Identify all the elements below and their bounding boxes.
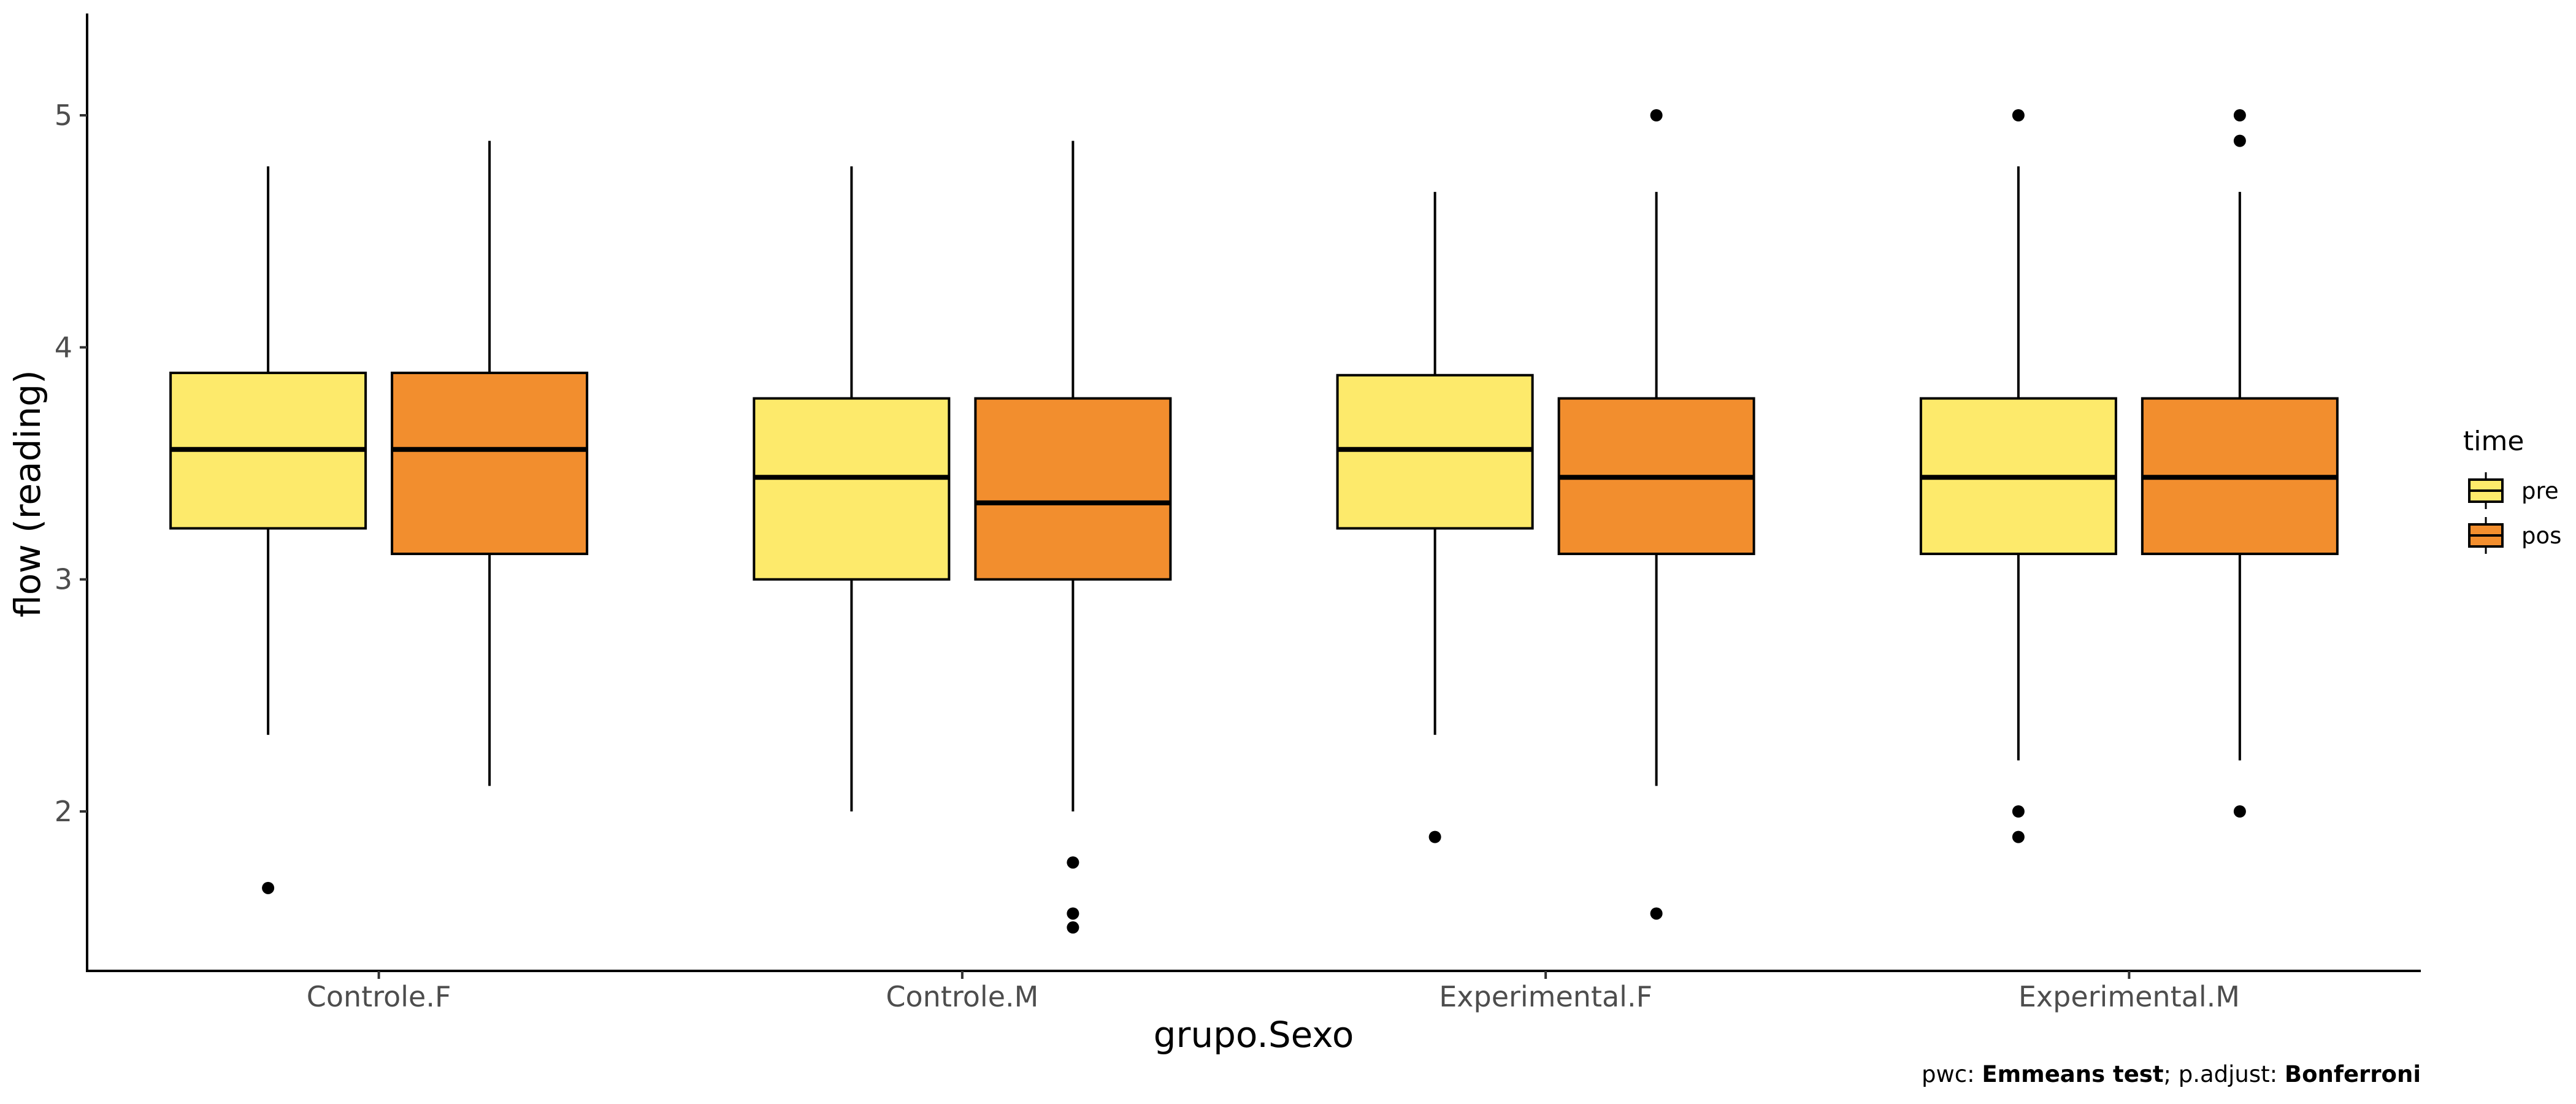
caption-middle: ; p.adjust: xyxy=(2163,1061,2285,1087)
outlier-point xyxy=(2012,805,2025,818)
y-tick-label: 3 xyxy=(55,563,72,596)
outlier-point xyxy=(1067,907,1079,920)
y-tick-label: 2 xyxy=(55,795,72,828)
y-tick-label: 4 xyxy=(55,331,72,364)
outlier-point xyxy=(1428,830,1441,843)
outlier-point xyxy=(1650,109,1663,121)
legend-item-pos: pos xyxy=(2468,517,2561,554)
x-tick-label: Experimental.F xyxy=(1439,980,1652,1013)
outlier-point xyxy=(1067,921,1079,934)
caption-test: Emmeans test xyxy=(1982,1061,2164,1087)
outlier-point xyxy=(2012,830,2025,843)
legend-label: pre xyxy=(2521,478,2559,504)
plot-marks xyxy=(169,109,2339,934)
box-pre-Experimental.F xyxy=(1336,191,1534,843)
legend-item-pre: pre xyxy=(2468,472,2559,509)
x-axis-title: grupo.Sexo xyxy=(1154,1014,1354,1056)
legend-label: pos xyxy=(2521,523,2561,549)
y-axis-title: flow (reading) xyxy=(7,370,48,617)
caption: pwc: Emmeans test; p.adjust: Bonferroni xyxy=(1922,1061,2421,1087)
box-pre-Experimental.M xyxy=(1919,109,2117,843)
x-tick-label: Controle.M xyxy=(886,980,1038,1013)
box-pos-Controle.F xyxy=(391,140,589,786)
y-tick-label: 5 xyxy=(55,99,72,132)
box-pre-Controle.M xyxy=(753,166,951,811)
legend: time pre pos xyxy=(2463,426,2561,554)
outlier-point xyxy=(2233,134,2246,147)
outlier-point xyxy=(2233,109,2246,121)
box-pos-Experimental.F xyxy=(1557,109,1755,920)
box-pos-Experimental.M xyxy=(2141,109,2339,818)
legend-items: pre pos xyxy=(2468,472,2561,554)
box-iqr xyxy=(391,371,589,556)
caption-method: Bonferroni xyxy=(2284,1061,2421,1087)
caption-prefix: pwc: xyxy=(1922,1061,1982,1087)
axis-ticks: 2 3 4 5 Controle.F Controle.M Experimental.F Ex… xyxy=(55,99,2240,1013)
legend-title: time xyxy=(2463,426,2524,457)
box-iqr xyxy=(974,397,1172,581)
box-iqr xyxy=(753,397,951,581)
outlier-point xyxy=(262,881,275,894)
outlier-point xyxy=(1067,856,1079,869)
x-tick-label: Experimental.M xyxy=(2018,980,2240,1013)
x-tick-label: Controle.F xyxy=(307,980,451,1013)
outlier-point xyxy=(2012,109,2025,121)
box-pos-Controle.M xyxy=(974,140,1172,934)
outlier-point xyxy=(2233,805,2246,818)
outlier-point xyxy=(1650,907,1663,920)
box-pre-Controle.F xyxy=(169,166,367,894)
